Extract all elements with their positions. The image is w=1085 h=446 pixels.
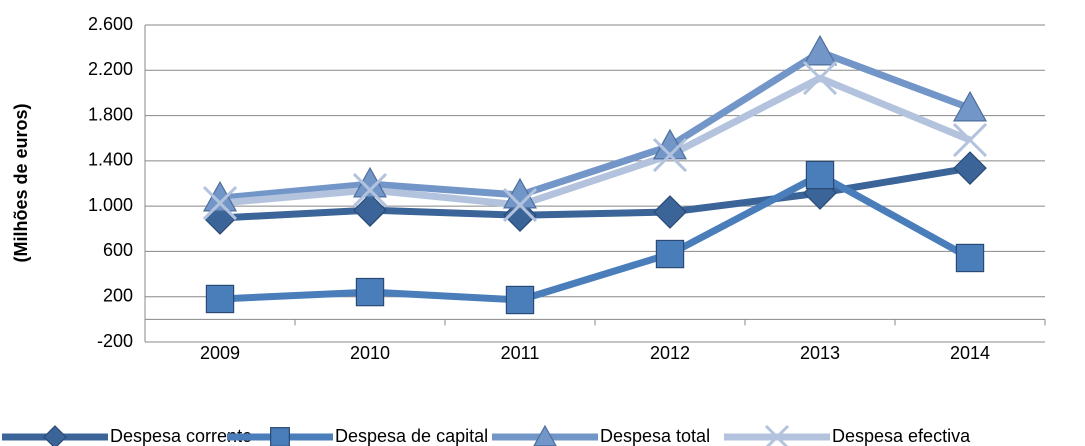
x-tick-label: 2014 <box>950 343 990 363</box>
marker-shape <box>502 187 538 223</box>
series-line <box>219 48 972 202</box>
marker <box>764 424 790 446</box>
x-tick-label: 2010 <box>350 343 390 363</box>
marker-shape <box>43 425 67 446</box>
marker <box>205 284 235 314</box>
marker <box>802 61 838 96</box>
marker <box>202 186 238 221</box>
marker <box>952 90 988 122</box>
legend-label: Despesa total <box>600 426 710 446</box>
y-tick-label: 2.600 <box>88 14 133 34</box>
marker-shape <box>805 160 835 190</box>
marker <box>955 243 985 273</box>
marker-shape <box>802 34 838 66</box>
marker-shape <box>653 195 687 229</box>
marker-shape <box>955 243 985 273</box>
x-tick-label: 2013 <box>800 343 840 363</box>
marker-shape <box>352 173 388 208</box>
marker-shape <box>502 177 538 209</box>
marker-shape <box>355 277 385 307</box>
x-tick-label: 2012 <box>650 343 690 363</box>
x-tick-label: 2009 <box>200 343 240 363</box>
marker <box>952 122 988 158</box>
marker <box>953 151 987 185</box>
series-line <box>219 171 972 304</box>
y-tick-label: -200 <box>97 331 133 351</box>
marker <box>352 173 388 208</box>
y-tick-label: 1.800 <box>88 104 133 124</box>
legend-label: Despesa efectiva <box>832 426 971 446</box>
marker <box>655 239 685 269</box>
marker <box>502 177 538 209</box>
y-tick-label: 200 <box>103 285 133 305</box>
marker <box>653 195 687 229</box>
legend-label: Despesa de capital <box>335 426 488 446</box>
y-tick-label: 2.200 <box>88 59 133 79</box>
marker <box>805 160 835 190</box>
marker <box>355 277 385 307</box>
y-axis-title: (Milhões de euros) <box>11 103 31 262</box>
marker-shape <box>802 61 838 96</box>
marker-shape <box>205 284 235 314</box>
marker <box>802 34 838 66</box>
marker <box>43 425 67 446</box>
marker <box>270 427 290 446</box>
marker-shape <box>270 427 290 446</box>
marker-shape <box>353 193 387 227</box>
marker-shape <box>952 122 988 158</box>
legend-label: Despesa corrente <box>110 426 252 446</box>
marker-shape <box>202 186 238 221</box>
y-tick-label: 1.400 <box>88 150 133 170</box>
marker-shape <box>953 151 987 185</box>
y-tick-label: 1.000 <box>88 195 133 215</box>
marker <box>353 193 387 227</box>
marker-shape <box>652 138 688 173</box>
marker-shape <box>505 285 535 315</box>
marker-shape <box>652 128 688 160</box>
marker <box>652 138 688 173</box>
marker <box>502 187 538 223</box>
marker-shape <box>952 90 988 122</box>
marker-shape <box>655 239 685 269</box>
marker-shape <box>765 424 790 446</box>
y-tick-label: 600 <box>103 240 133 260</box>
marker <box>652 128 688 160</box>
x-tick-label: 2011 <box>501 343 540 363</box>
marker <box>505 285 535 315</box>
series-line <box>219 74 972 209</box>
